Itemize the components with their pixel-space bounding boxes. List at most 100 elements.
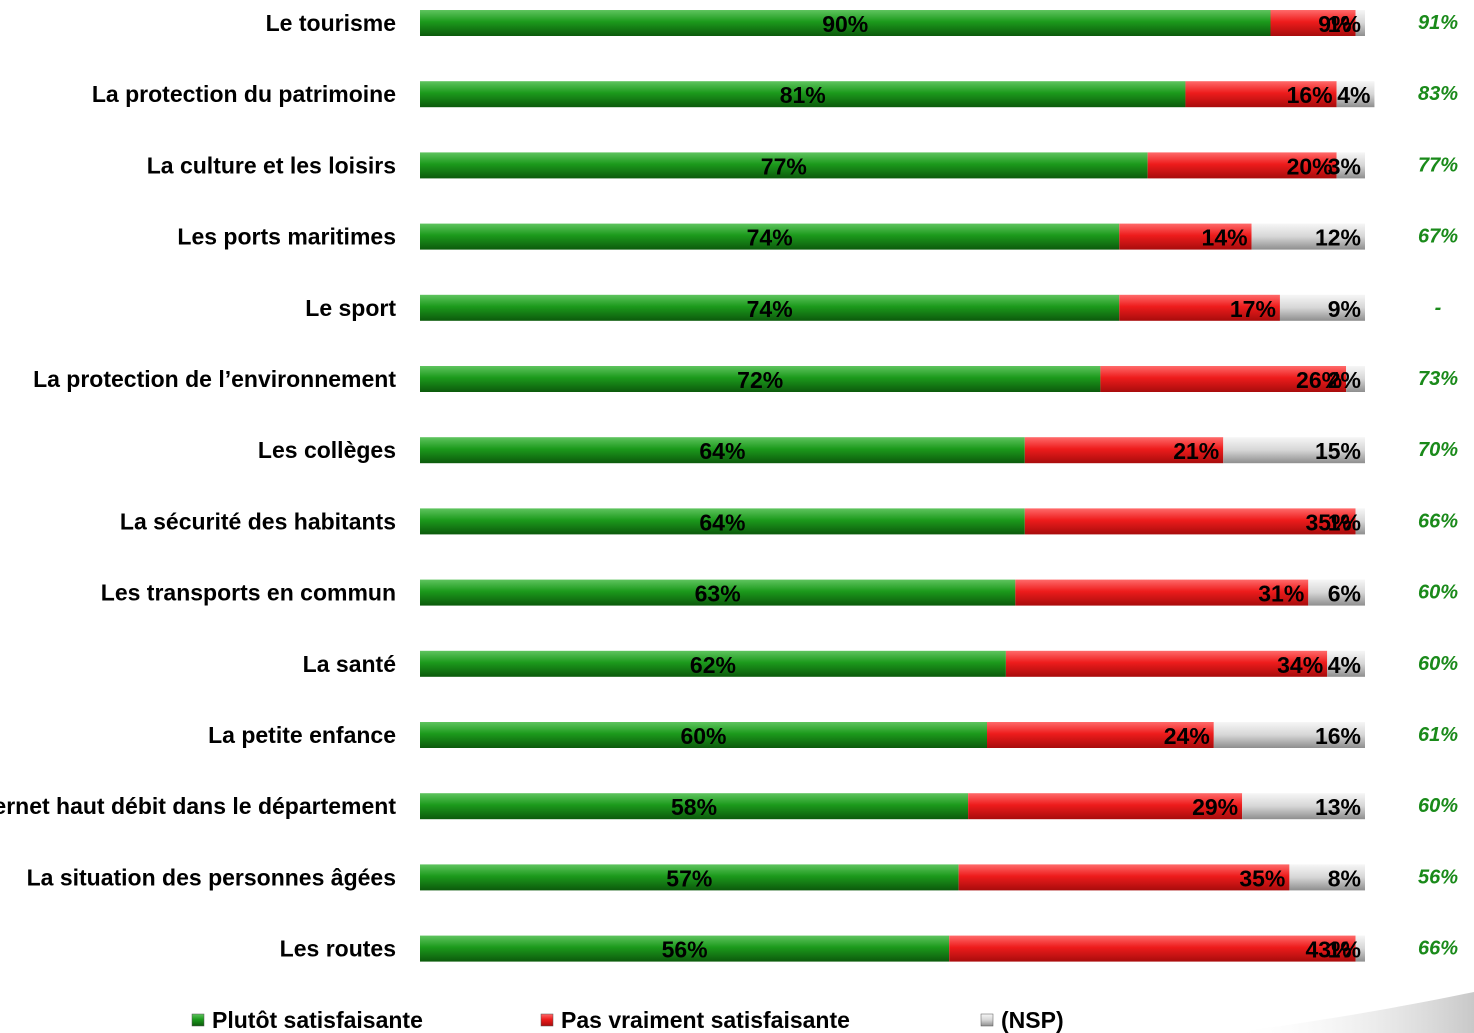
bar-segment [1100,366,1347,392]
comparison-value: 67% [1418,226,1458,248]
data-label: 3% [1328,153,1361,179]
data-label: 2% [1328,367,1361,393]
data-label: 56% [662,937,708,963]
data-label: 6% [1328,581,1361,607]
comparison-value: 56% [1418,866,1458,888]
data-label: 74% [747,225,793,251]
bar-row: Les routes 56% 43%1% 66% [280,935,1458,963]
legend: Plutôt satisfaisante Pas vraiment satisfa… [191,1007,1064,1033]
data-label: 34% [1277,652,1323,678]
data-label: 58% [671,794,717,820]
legend-item: Plutôt satisfaisante [191,1007,423,1033]
bar-segment [1251,223,1365,250]
bar-segment [968,793,1243,820]
bar-segment [958,864,1290,891]
legend-label: Plutôt satisfaisante [212,1007,423,1033]
bar-row: Le sport 74% 17% 9% - [305,294,1442,322]
data-label: 35% [1306,509,1352,535]
comparison-value: 60% [1418,582,1458,604]
bar-row: Les collèges 64% 21% 15% 70% [258,437,1458,464]
data-label: 26% [1296,367,1342,393]
bar-segment [420,81,1186,108]
bar-segment [1308,579,1365,606]
bar-segment [987,722,1214,748]
data-label: 74% [747,296,793,322]
data-label: 60% [680,723,726,749]
bar-segment [1355,10,1365,36]
data-label: 20% [1287,153,1333,179]
category-label: La sécurité des habitants [120,508,396,534]
data-label: 43% [1306,937,1352,963]
comparison-value: 66% [1418,510,1458,532]
bar-segment [1279,294,1365,321]
data-label: 57% [666,865,712,891]
category-label: Les ports maritimes [177,224,396,250]
bar-segment [420,10,1271,36]
data-label: 21% [1173,438,1219,464]
legend-swatch [540,1013,554,1027]
bar-row: La culture et les loisirs 77% 20%3% 77% [147,152,1458,179]
data-label: 4% [1328,652,1361,678]
data-label: 4% [1337,82,1370,108]
bar-row: La sécurité des habitants 64% 35%1% 66% [120,508,1458,535]
data-label: 35% [1239,865,1285,891]
bar-segment [1327,650,1365,677]
data-label: 9% [1318,11,1351,37]
data-label: 8% [1328,865,1361,891]
bar-segment [420,152,1148,179]
legend-swatch [980,1013,994,1027]
legend-label: (NSP) [1001,1007,1064,1033]
data-label: 15% [1315,438,1361,464]
comparison-value: 77% [1418,154,1458,176]
data-label: 1% [1328,509,1361,535]
bar-segment [949,935,1356,962]
data-label: 9% [1328,296,1361,322]
data-label: 90% [822,11,868,37]
comparison-value: 60% [1418,653,1458,675]
data-label: 1% [1328,11,1361,37]
bar-row: La santé 62% 34% 4% 60% [303,650,1458,678]
bar-segment [1336,152,1365,179]
bar-segment [1289,864,1365,891]
category-label: Les transports en commun [101,580,396,606]
bar-segment [420,793,969,820]
bar-segment [420,366,1101,392]
bar-segment [420,437,1025,464]
bar-segment [420,579,1016,606]
bar-segment [1355,935,1365,962]
category-label: Le sport [305,295,396,321]
comparison-value: 60% [1418,795,1458,817]
bar-segment [1336,81,1375,108]
data-label: 31% [1258,581,1304,607]
data-label: 62% [690,652,736,678]
comparison-value: 91% [1418,12,1458,34]
data-label: 64% [699,438,745,464]
comparison-value: 70% [1418,439,1458,461]
category-label: La protection du patrimoine [92,81,396,107]
comparison-value: 66% [1418,938,1458,960]
bar-row: La situation des personnes âgées 57% 35% 8%… [27,864,1458,891]
bar-row: Les ports maritimes 74% 14% 12% 67% [177,223,1458,251]
category-label: Le tourisme [266,10,396,36]
legend-label: Pas vraiment satisfaisante [561,1007,850,1033]
bar-segment [420,223,1120,250]
bar-segment [420,650,1006,677]
comparison-value: 61% [1418,724,1458,746]
bar-segment [420,864,959,891]
legend-swatch [191,1013,205,1027]
category-label: La petite enfance [208,722,396,748]
bar-row: La protection du patrimoine 81% 16% 4% 83% [92,81,1458,108]
bar-segment [1147,152,1337,179]
legend-item: Pas vraiment satisfaisante [540,1007,850,1033]
legend-item: (NSP) [980,1007,1064,1033]
bar-segment [1024,437,1224,464]
data-label: 12% [1315,225,1361,251]
data-label: 77% [761,153,807,179]
data-label: 29% [1192,794,1238,820]
category-label: Internet haut débit dans le département [0,793,396,819]
data-label: 17% [1230,296,1276,322]
category-label: La culture et les loisirs [147,152,396,178]
bar-segment [1223,437,1365,464]
bar-segment [420,722,987,748]
